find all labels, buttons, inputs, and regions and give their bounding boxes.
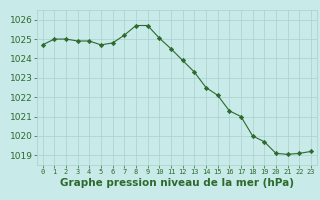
X-axis label: Graphe pression niveau de la mer (hPa): Graphe pression niveau de la mer (hPa)	[60, 178, 294, 188]
